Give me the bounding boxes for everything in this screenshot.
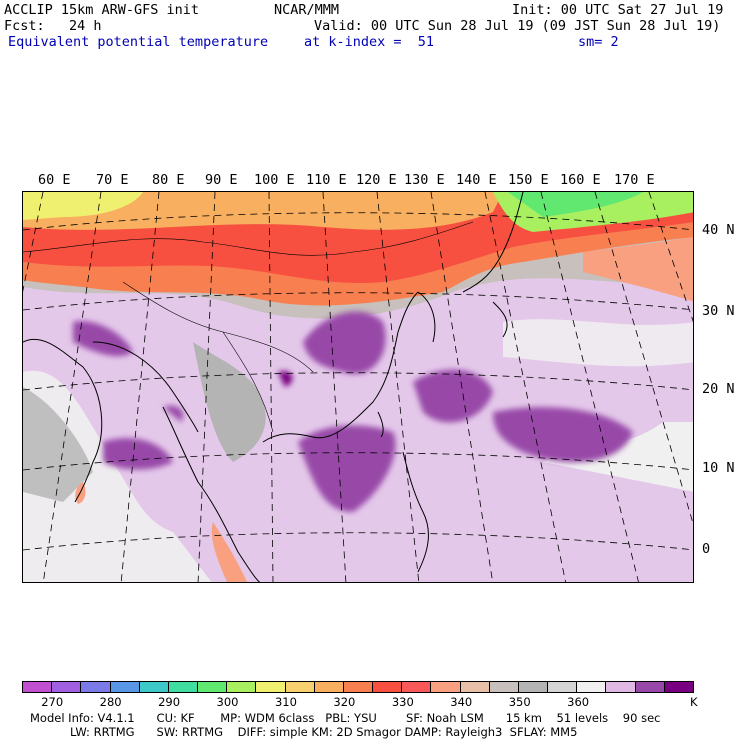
colorbar-tick-label: 300 — [216, 695, 239, 709]
colorbar-swatch — [139, 682, 169, 692]
colorbar-tick-label: 290 — [158, 695, 181, 709]
colorbar-swatch — [227, 682, 257, 692]
colorbar-swatch — [256, 682, 286, 692]
indian-ocean-white — [23, 370, 212, 582]
colorbar — [22, 681, 694, 693]
colorbar-swatch — [23, 682, 53, 692]
colorbar-swatch — [402, 682, 432, 692]
latitude-label: 10 N — [702, 460, 735, 476]
colorbar-swatch — [460, 682, 490, 692]
longitude-label: 150 E — [508, 172, 549, 188]
east-pacific-white — [543, 422, 693, 492]
smoothing-label: sm= 2 — [578, 34, 619, 50]
map-panel — [22, 191, 694, 583]
longitude-label: 130 E — [404, 172, 445, 188]
arabia-grey — [23, 387, 93, 502]
longitude-label: 70 E — [96, 172, 129, 188]
model-info-line1: Model Info: V4.1.1 CU: KF MP: WDM 6class… — [30, 711, 661, 725]
institution-label: NCAR/MMM — [274, 2, 340, 18]
level-index: at k-index = 51 — [304, 34, 435, 50]
colorbar-tick-label: 270 — [41, 695, 64, 709]
longitude-label: 90 E — [205, 172, 238, 188]
colorbar-swatch — [168, 682, 199, 692]
malay-warm — [211, 522, 248, 582]
tibet-grey — [193, 342, 266, 462]
pacific-white-band — [503, 319, 693, 367]
colorbar-swatch — [314, 682, 344, 692]
longitude-label: 110 E — [306, 172, 347, 188]
longitude-label: 160 E — [560, 172, 601, 188]
colorbar-tick-label: 340 — [450, 695, 473, 709]
colorbar-tick-label: 330 — [391, 695, 414, 709]
init-time: Init: 00 UTC Sat 27 Jul 19 — [512, 2, 724, 18]
green-core-east — [508, 192, 643, 217]
colorbar-swatch — [664, 682, 693, 692]
longitude-label: 80 E — [152, 172, 185, 188]
colorbar-tick-label: 320 — [333, 695, 356, 709]
colorbar-swatch — [518, 682, 549, 692]
colorbar-tick-label: 280 — [99, 695, 122, 709]
latitude-label: 0 — [702, 541, 711, 557]
coastlines — [23, 192, 524, 582]
model-info-line2: LW: RRTMG SW: RRTMG DIFF: simple KM: 2D … — [70, 725, 578, 739]
graticule — [23, 192, 693, 582]
colorbar-swatch — [577, 682, 607, 692]
colorbar-tick-label: 310 — [274, 695, 297, 709]
colorbar-swatch — [548, 682, 578, 692]
latitude-label: 20 N — [702, 381, 735, 397]
colorbar-swatch — [343, 682, 374, 692]
colorbar-swatch — [635, 682, 665, 692]
longitude-label: 140 E — [456, 172, 497, 188]
field-name: Equivalent potential temperature — [8, 34, 269, 50]
colorbar-swatch — [81, 682, 111, 692]
valid-time: Valid: 00 UTC Sun 28 Jul 19 (09 JST Sun … — [314, 18, 721, 34]
borders — [23, 221, 474, 433]
theta-e-map — [23, 192, 693, 582]
longitude-label: 100 E — [254, 172, 295, 188]
longitude-label: 60 E — [38, 172, 71, 188]
longitude-label: 120 E — [356, 172, 397, 188]
colorbar-unit: K — [690, 695, 698, 709]
colorbar-swatch — [198, 682, 228, 692]
colorbar-swatch — [52, 682, 82, 692]
latitude-label: 40 N — [702, 222, 735, 238]
colorbar-swatch — [110, 682, 140, 692]
colorbar-swatch — [431, 682, 461, 692]
yellow-patch-west — [23, 192, 143, 220]
pacific-salmon — [583, 237, 693, 302]
longitude-label: 170 E — [614, 172, 655, 188]
orange-patch — [23, 192, 503, 230]
forecast-hour: Fcst: 24 h — [4, 18, 102, 34]
colorbar-swatch — [373, 682, 403, 692]
latitude-label: 30 N — [702, 303, 735, 319]
convective-cores — [73, 311, 633, 512]
colorbar-swatch — [489, 682, 519, 692]
colorbar-tick-label: 350 — [508, 695, 531, 709]
colorbar-swatch — [606, 682, 636, 692]
run-title: ACCLIP 15km ARW-GFS init — [4, 2, 200, 18]
colorbar-swatch — [285, 682, 315, 692]
colorbar-tick-label: 360 — [567, 695, 590, 709]
